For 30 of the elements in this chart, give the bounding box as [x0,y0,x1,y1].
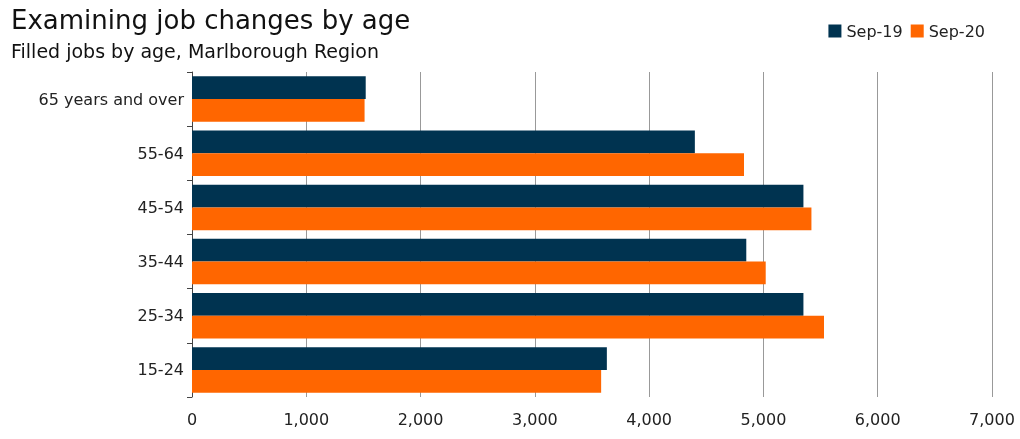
x-tick-label: 0 [186,409,198,429]
bar [192,293,804,316]
bar [192,184,804,208]
y-tick-label: 55-64 [137,143,184,163]
y-tick-label: 35-44 [137,252,184,272]
chart-subtitle: Filled jobs by age, Marlborough Region [11,39,379,62]
y-tick-label: 25-34 [137,306,184,326]
y-tick-label: 15-24 [137,360,184,380]
legend-label: Sep-20 [928,21,986,41]
x-tick-label: 7,000 [969,409,1015,429]
y-tick-label: 65 years and over [38,89,185,109]
bar [192,238,747,262]
x-tick-label: 3,000 [511,409,558,429]
x-tick-label: 1,000 [283,409,330,429]
bar [192,261,766,285]
bar [192,207,812,231]
y-tick-label: 45-54 [137,197,184,217]
bar [192,130,695,154]
x-tick-label: 5,000 [740,409,787,429]
bar [192,347,607,370]
legend-label: Sep-19 [846,21,903,41]
bar [192,153,744,176]
x-tick-label: 2,000 [397,409,444,429]
bar [192,76,366,100]
bar [192,369,602,393]
chart-title: Examining job changes by age [11,5,411,35]
bar [192,315,824,339]
x-tick-label: 4,000 [626,409,673,429]
x-tick-label: 6,000 [854,409,901,429]
bar [192,99,365,122]
